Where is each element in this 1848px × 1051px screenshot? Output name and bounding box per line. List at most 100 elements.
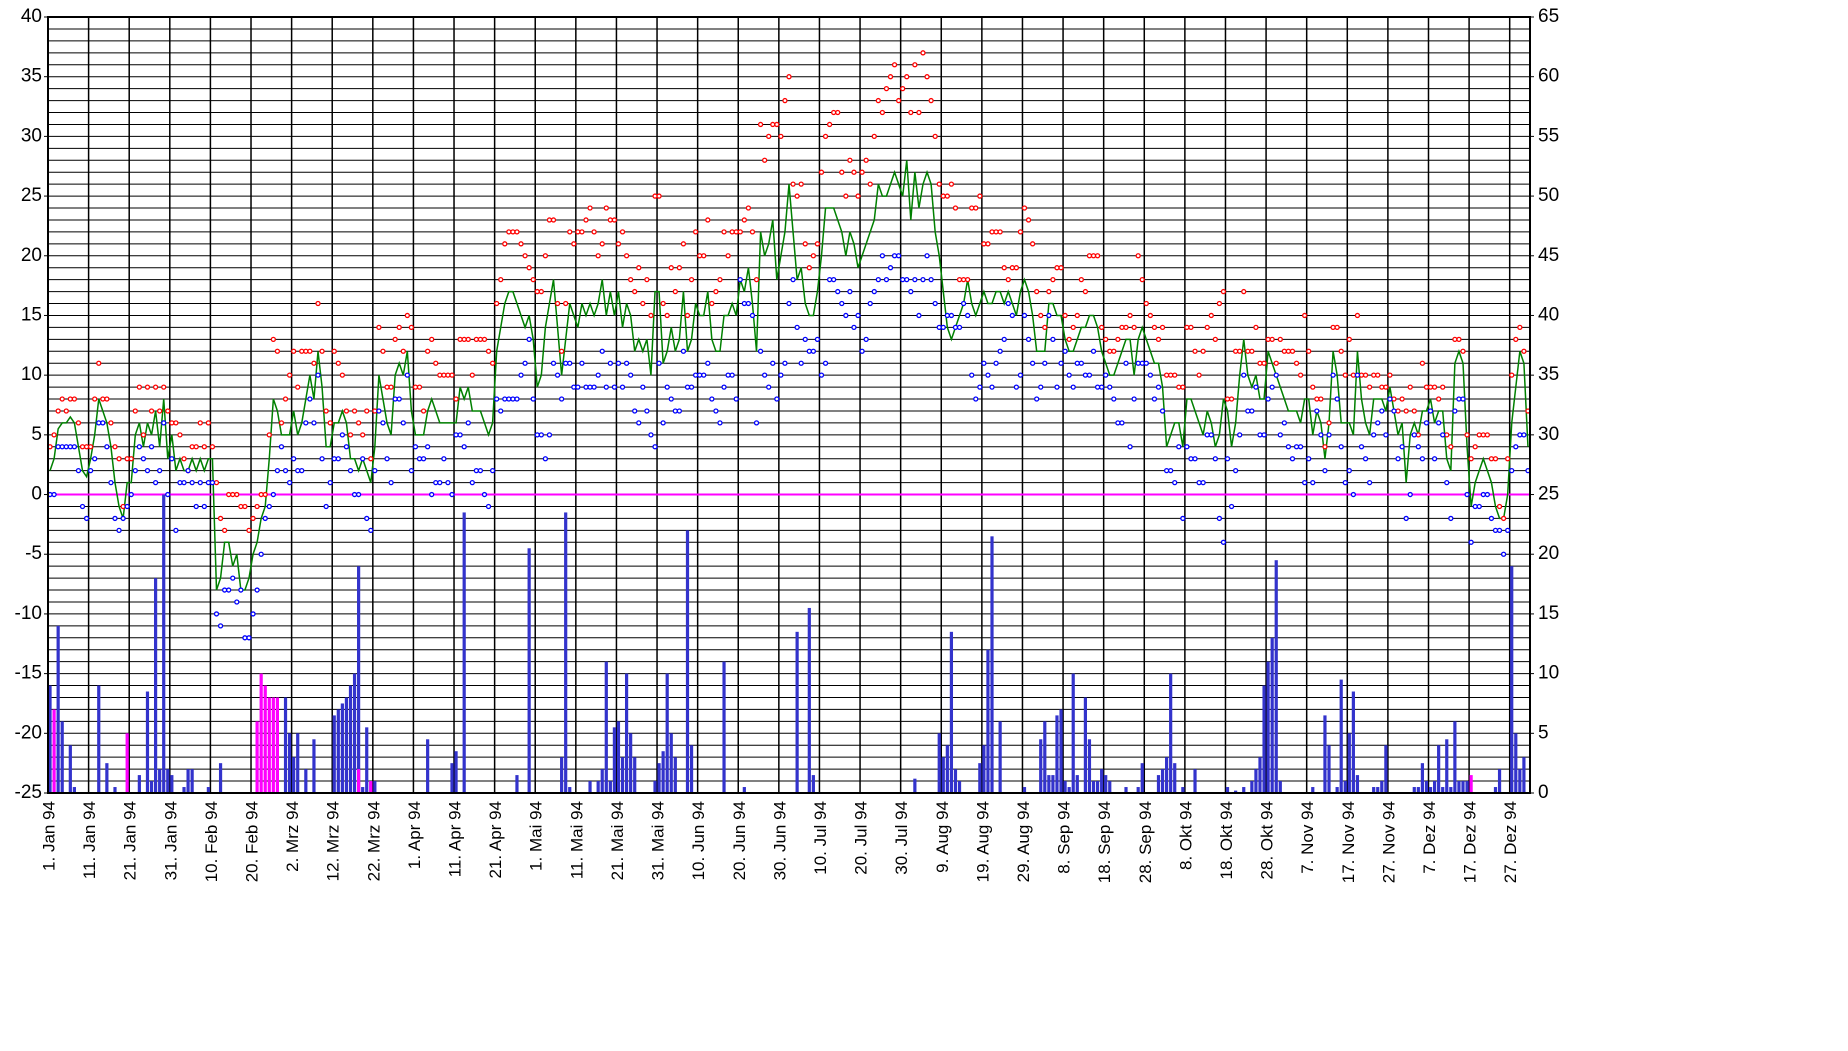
temp-dot — [1245, 348, 1251, 354]
temp-dot — [465, 336, 471, 342]
temp-dot — [989, 384, 995, 390]
temp-dot — [599, 241, 605, 247]
temp-dot — [1151, 324, 1158, 331]
temp-dot — [1224, 396, 1231, 402]
precip-bar — [1250, 781, 1254, 793]
precip-bar — [454, 751, 458, 793]
temp-dot — [319, 456, 325, 462]
precip-bar — [1339, 679, 1343, 793]
temp-dot — [1135, 360, 1141, 366]
temp-dot — [477, 468, 484, 474]
temp-dot — [234, 491, 240, 498]
x-tick-label: 12. Mrz 94 — [324, 801, 343, 881]
temp-dot — [498, 276, 504, 283]
temp-dot — [1151, 396, 1158, 402]
temp-dot — [157, 408, 163, 414]
temp-dot — [761, 372, 768, 378]
temp-dot — [185, 468, 191, 474]
temp-dot — [591, 384, 597, 390]
temp-dot — [1200, 479, 1206, 486]
temp-dot — [1362, 372, 1369, 378]
temp-dot — [997, 348, 1003, 354]
precip-bar — [1173, 763, 1177, 793]
temp-dot — [871, 133, 877, 140]
temp-dot — [1115, 420, 1121, 426]
precip-bar — [657, 763, 661, 793]
x-tick-label: 10. Jul 94 — [811, 801, 830, 875]
temp-dot — [920, 276, 926, 283]
precip-bar — [1428, 787, 1433, 793]
temp-dot — [749, 312, 756, 319]
temp-dot — [1115, 336, 1121, 342]
temp-dot — [1500, 551, 1507, 557]
x-tick-label: 18. Okt 94 — [1217, 801, 1236, 879]
temp-dot — [587, 384, 593, 390]
temp-dot — [1062, 348, 1068, 354]
temp-dot — [116, 456, 122, 462]
plot-frame — [47, 16, 1531, 794]
temp-dot — [319, 348, 325, 354]
precip-bar — [1051, 775, 1055, 793]
temp-dot — [1375, 420, 1381, 426]
temp-dot — [867, 181, 873, 187]
temp-dot — [619, 229, 626, 235]
temp-dot — [680, 241, 687, 247]
temp-dot — [274, 468, 281, 474]
precip-bar — [182, 787, 186, 793]
temp-dot — [152, 384, 159, 390]
precip-bar — [267, 697, 271, 793]
temp-dot — [591, 229, 597, 235]
x-tick-label: 11. Jan 94 — [80, 801, 99, 879]
temp-dot — [1025, 336, 1032, 342]
x-tick-label: 10. Jun 94 — [689, 801, 708, 880]
x-tick-label: 10. Feb 94 — [202, 801, 221, 882]
y2-tick-label: 55 — [1538, 125, 1559, 146]
temp-dot — [1440, 432, 1446, 438]
temp-dot — [867, 300, 873, 307]
precip-bar — [941, 757, 945, 793]
temp-dot — [230, 575, 236, 581]
precip-bar — [1169, 673, 1173, 793]
temp-dot — [429, 491, 435, 498]
temp-dot — [928, 276, 934, 283]
temp-dot — [1265, 336, 1271, 342]
temp-dot — [165, 408, 171, 414]
temp-dot — [1371, 432, 1377, 438]
temp-dot — [546, 217, 553, 223]
temp-dot — [993, 360, 999, 366]
temp-dot — [502, 241, 508, 247]
x-tick-label: 7. Nov 94 — [1298, 801, 1317, 874]
precip-bar — [1355, 775, 1360, 793]
temp-dot — [1001, 265, 1007, 271]
precip-bar — [1242, 787, 1246, 793]
temp-dot — [481, 491, 488, 498]
temp-dot — [627, 372, 634, 378]
temp-dot — [1172, 372, 1178, 378]
y-tick-label: -5 — [25, 543, 42, 564]
precip-bar — [218, 763, 223, 793]
temp-dot — [100, 396, 106, 402]
temp-dot — [1444, 432, 1450, 438]
precip-bar — [1493, 787, 1498, 793]
temp-dot — [1066, 372, 1072, 378]
temp-dot — [960, 276, 967, 283]
temp-dot — [424, 348, 431, 354]
x-tick-label: 22. Mrz 94 — [364, 801, 383, 881]
temp-dot — [908, 288, 914, 295]
temp-dot — [355, 420, 362, 426]
temp-dot — [181, 479, 187, 486]
temp-dot — [112, 515, 118, 522]
temp-dot — [1310, 384, 1316, 390]
y2-tick-label: 50 — [1538, 185, 1559, 206]
temp-dot — [879, 109, 886, 116]
temp-dot — [778, 372, 784, 378]
temp-dot — [713, 408, 719, 414]
temp-dot — [469, 372, 475, 378]
temp-dot — [851, 324, 857, 331]
temp-dot — [282, 468, 289, 474]
temp-dot — [165, 491, 171, 498]
temp-dot — [717, 276, 723, 283]
precip-bar — [1108, 781, 1112, 793]
temp-dot — [1472, 503, 1478, 510]
